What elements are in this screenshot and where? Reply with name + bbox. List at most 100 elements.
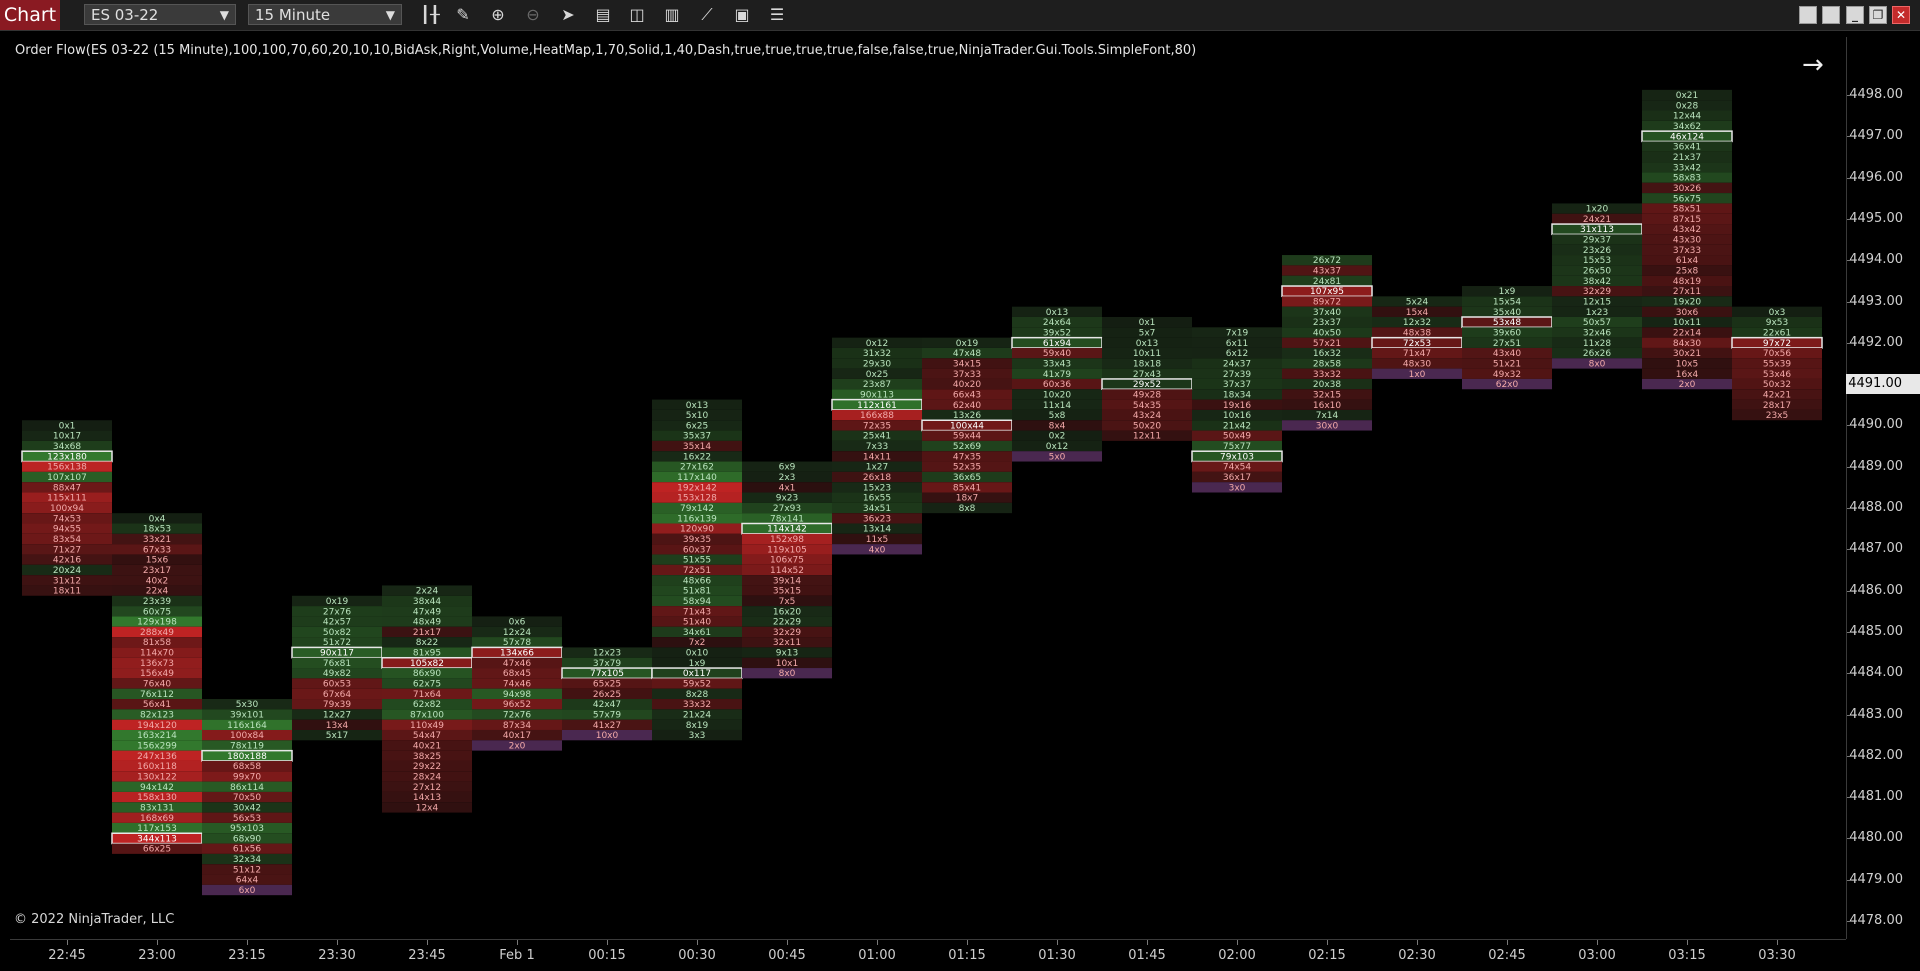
- heatmap-cell: [112, 678, 202, 689]
- restore-icon[interactable]: ❐: [1869, 6, 1887, 24]
- bid-ask-label: 33x32: [683, 700, 711, 710]
- heatmap-cell: [832, 347, 922, 359]
- bid-ask-label: 43x24: [1133, 411, 1162, 421]
- bid-ask-label: 29x30: [863, 359, 892, 369]
- heatmap-cell: [1282, 378, 1372, 390]
- instrument-selector[interactable]: ES 03-22 ▼: [84, 4, 236, 25]
- minimize-icon[interactable]: _: [1846, 6, 1864, 24]
- price-tick-mark: [1847, 590, 1852, 592]
- heatmap-cell: [1552, 358, 1642, 369]
- bid-ask-label: 21x17: [413, 628, 441, 638]
- heatmap-cell: [1462, 378, 1552, 390]
- arrow-right-icon[interactable]: →: [1802, 50, 1824, 80]
- heatmap-cell: [562, 678, 652, 689]
- bid-ask-label: 95x103: [230, 824, 264, 834]
- heatmap-cell: [742, 626, 832, 638]
- bid-ask-label: 50x20: [1133, 421, 1162, 431]
- templates-icon[interactable]: ☰: [769, 5, 785, 24]
- bid-ask-label: 76x81: [323, 659, 351, 669]
- data-box-icon[interactable]: ▤: [595, 5, 611, 24]
- time-tick-label: 23:15: [228, 948, 266, 963]
- time-axis[interactable]: 22:45 23:00 23:15 23:30 23:45 Feb 1 00:15 00:30…: [10, 939, 1846, 971]
- chart-trader-icon[interactable]: ▣: [734, 5, 750, 24]
- chart-panel[interactable]: 0x1 10x17 34x68 123x180 156x138 107x107 88x47 1…: [10, 37, 1846, 939]
- heatmap-cell: [1462, 358, 1552, 369]
- bid-ask-label: 51x81: [683, 587, 711, 597]
- heatmap-cell: [652, 730, 742, 741]
- bid-ask-label: 13x4: [326, 721, 349, 731]
- bar-type-icon[interactable]: ┃╂: [420, 5, 440, 24]
- heatmap-cell: [292, 637, 382, 648]
- price-tick-mark: [1847, 301, 1852, 303]
- pointer-icon[interactable]: ➤: [561, 5, 575, 24]
- tile-window-icon[interactable]: [1799, 6, 1817, 24]
- indicator-label: Order Flow(ES 03-22 (15 Minute),100,100,…: [15, 43, 1197, 58]
- time-tick-label: 01:15: [948, 948, 986, 963]
- bid-ask-label: 42x57: [323, 618, 351, 628]
- bid-ask-label: 48x30: [1403, 359, 1432, 369]
- zoom-in-icon[interactable]: ⊕: [491, 5, 505, 24]
- bid-ask-label: 18x34: [1223, 390, 1252, 400]
- heatmap-cell: [562, 709, 652, 720]
- bid-ask-label: 34x62: [1673, 122, 1701, 132]
- bid-ask-label: 90x117: [320, 649, 354, 659]
- properties-icon[interactable]: ◫: [629, 5, 645, 24]
- bar-feb-1: 0x612x2457x78134x6647x4668x4574x4694x989…: [471, 616, 563, 751]
- price-axis[interactable]: 4498.00 4497.00 4496.00 4495.00 4494.00 4493.…: [1846, 37, 1920, 939]
- heatmap-cell: [1372, 296, 1462, 307]
- heatmap-cell: [1552, 234, 1642, 245]
- heatmap-cell: [1282, 389, 1372, 400]
- price-tick-label: 4486.00: [1849, 582, 1903, 598]
- time-tick-mark: [967, 940, 968, 945]
- heatmap-cell: [1282, 327, 1372, 338]
- heatmap-cell: [652, 471, 742, 483]
- bid-ask-label: 39x60: [1493, 328, 1522, 338]
- drawing-tools-icon[interactable]: ✎: [456, 5, 470, 24]
- heatmap-cell: [22, 564, 112, 576]
- time-tick-label: Feb 1: [499, 948, 535, 963]
- zoom-out-icon[interactable]: ⊖: [526, 5, 540, 24]
- heatmap-cell: [202, 740, 292, 751]
- bid-ask-label: 46x124: [1670, 132, 1704, 142]
- heatmap-cell: [1012, 327, 1102, 338]
- indicators-icon[interactable]: ▥: [664, 5, 680, 24]
- close-icon[interactable]: ✕: [1892, 6, 1910, 24]
- bid-ask-label: 30x21: [1673, 349, 1701, 359]
- strategies-icon[interactable]: ⟋: [701, 5, 713, 24]
- bid-ask-label: 75x77: [1223, 442, 1251, 452]
- bid-ask-label: 60x37: [683, 545, 711, 555]
- heatmap-cell: [382, 647, 472, 658]
- bid-ask-label: 114x70: [140, 649, 174, 659]
- heatmap-cell: [1192, 378, 1282, 390]
- bid-ask-label: 40x20: [953, 380, 982, 390]
- heatmap-cell: [652, 523, 742, 534]
- price-tick-label: 4483.00: [1849, 706, 1903, 722]
- bar-01:45: 0x15x70x1310x1118x1827x4329x5249x2854x35…: [1101, 317, 1193, 442]
- heatmap-cell: [292, 709, 382, 720]
- bid-ask-label: 22x29: [773, 618, 802, 628]
- time-tick-mark: [877, 940, 878, 945]
- heatmap-cell: [1012, 317, 1102, 328]
- heatmap-cell: [202, 781, 292, 792]
- interval-selector[interactable]: 15 Minute ▼: [248, 4, 402, 25]
- bid-ask-label: 156x299: [137, 741, 177, 751]
- bid-ask-label: 0x6: [509, 618, 526, 628]
- bid-ask-label: 71x64: [413, 690, 442, 700]
- heatmap-cell: [22, 420, 112, 431]
- heatmap-cell: [1192, 347, 1282, 359]
- heatmap-cell: [1102, 389, 1192, 400]
- last-price-marker: 4491.00: [1846, 374, 1920, 395]
- bar-23:15: 5x3039x101116x164100x8478x119180x18868x5…: [201, 699, 293, 896]
- bid-ask-label: 36x17: [1223, 473, 1251, 483]
- bid-ask-label: 23x17: [143, 566, 171, 576]
- bid-ask-label: 192x142: [677, 483, 717, 493]
- heatmap-cell: [652, 719, 742, 730]
- heatmap-cell: [1191, 450, 1283, 463]
- bid-ask-label: 6x12: [1226, 349, 1249, 359]
- bid-ask-label: 120x90: [680, 525, 714, 535]
- bid-ask-label: 61x56: [233, 845, 262, 855]
- link-window-icon[interactable]: [1822, 6, 1840, 24]
- heatmap-cell: [652, 461, 742, 472]
- heatmap-cell: [742, 585, 832, 596]
- heatmap-cell: [1282, 317, 1372, 328]
